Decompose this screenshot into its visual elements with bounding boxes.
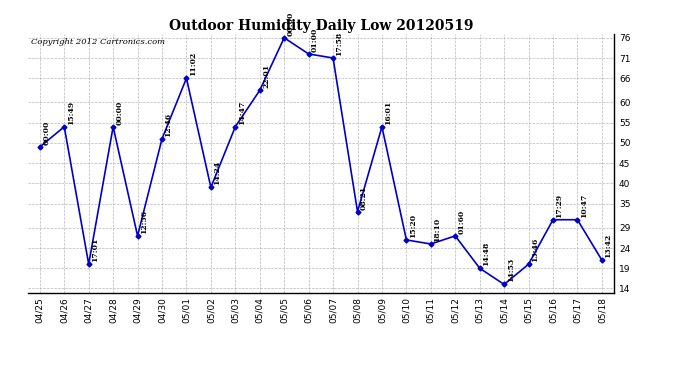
Text: 17:58: 17:58 [335,32,344,56]
Text: 17:01: 17:01 [91,238,99,262]
Text: 13:46: 13:46 [531,238,539,262]
Title: Outdoor Humidity Daily Low 20120519: Outdoor Humidity Daily Low 20120519 [168,19,473,33]
Text: 16:01: 16:01 [384,100,393,125]
Text: 12:46: 12:46 [164,113,172,137]
Text: 15:49: 15:49 [67,100,75,125]
Text: 00:00: 00:00 [116,100,124,125]
Text: 15:20: 15:20 [408,214,417,238]
Text: 00:00: 00:00 [286,11,295,36]
Text: 01:00: 01:00 [311,28,319,52]
Text: 14:24: 14:24 [213,161,221,185]
Text: 11:02: 11:02 [189,52,197,76]
Text: 00:00: 00:00 [42,120,50,145]
Text: 12:56: 12:56 [140,210,148,234]
Text: 14:48: 14:48 [482,242,490,266]
Text: 13:42: 13:42 [604,234,612,258]
Text: 08:21: 08:21 [360,186,368,210]
Text: 01:60: 01:60 [457,210,466,234]
Text: 17:29: 17:29 [555,194,564,218]
Text: 10:47: 10:47 [580,194,588,218]
Text: 22:01: 22:01 [262,64,270,88]
Text: 18:10: 18:10 [433,218,442,242]
Text: 14:53: 14:53 [506,258,515,282]
Text: Copyright 2012 Cartronics.com: Copyright 2012 Cartronics.com [30,38,165,46]
Text: 14:47: 14:47 [238,100,246,125]
